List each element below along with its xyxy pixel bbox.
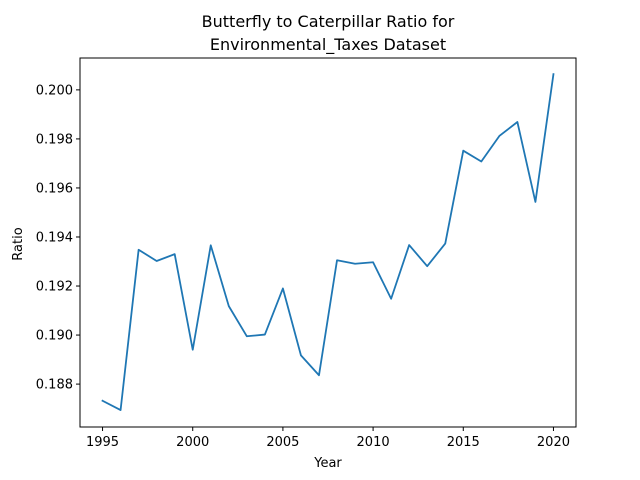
- y-axis-label: Ratio: [11, 227, 26, 260]
- series-line-0: [101, 73, 555, 411]
- x-tick-label: 2000: [176, 435, 209, 450]
- y-tick-label: 0.190: [36, 329, 73, 344]
- y-tick-label: 0.200: [36, 83, 73, 98]
- x-tick-label: 2005: [266, 435, 299, 450]
- y-tick-label: 0.196: [36, 181, 73, 196]
- y-tick-label: 0.198: [36, 132, 73, 147]
- axes-frame: [79, 57, 577, 428]
- chart-title-line-1: Butterfly to Caterpillar Ratio for: [202, 12, 455, 31]
- plot-area: 1995 2000 2005 2010 2015 2020 0.188 0.190 0.192 0…: [36, 57, 577, 450]
- y-tick-label: 0.188: [36, 378, 73, 393]
- x-axis-label: Year: [313, 456, 342, 471]
- x-tick-label: 2020: [537, 435, 570, 450]
- y-tick-label: 0.194: [36, 230, 73, 245]
- y-tick-label: 0.192: [36, 280, 73, 295]
- chart-title-line-2: Environmental_Taxes Dataset: [210, 35, 446, 55]
- x-tick-label: 2015: [447, 435, 480, 450]
- x-tick-label: 2010: [357, 435, 390, 450]
- x-tick-label: 1995: [86, 435, 119, 450]
